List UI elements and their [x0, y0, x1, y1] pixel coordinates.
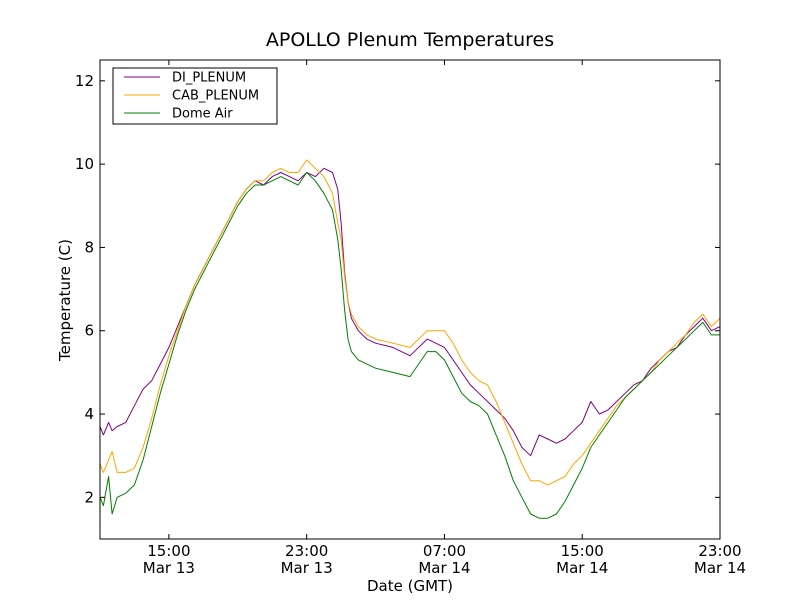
- y-tick-label: 8: [84, 238, 94, 256]
- x-tick-label-time: 23:00: [285, 542, 328, 560]
- y-tick-label: 12: [75, 72, 94, 90]
- legend-box: [112, 67, 278, 125]
- series-line-di-plenum: [99, 167, 721, 457]
- y-axis-label: Temperature (C): [56, 239, 74, 362]
- plot-frame: [99, 59, 721, 540]
- series-line-dome-air: [99, 172, 720, 519]
- y-tick-label: 4: [84, 405, 94, 423]
- x-tick-label-date: Mar 13: [281, 559, 333, 577]
- x-tick-label-time: 07:00: [423, 542, 466, 560]
- x-axis-label: Date (GMT): [367, 577, 453, 595]
- legend: DI_PLENUM CAB_PLENUM Dome Air: [112, 67, 278, 125]
- legend-label: Dome Air: [172, 107, 233, 122]
- x-tick-label-time: 15:00: [147, 542, 190, 560]
- chart-title: APOLLO Plenum Temperatures: [266, 29, 554, 51]
- x-tick-label-date: Mar 14: [556, 559, 608, 577]
- y-tick-label: 6: [84, 322, 94, 340]
- legend-label: DI_PLENUM: [172, 71, 246, 86]
- x-tick-label-time: 23:00: [698, 542, 741, 560]
- series-layer: [99, 159, 721, 519]
- x-tick-label-time: 15:00: [561, 542, 604, 560]
- series-line-cab-plenum: [99, 159, 721, 486]
- y-tick-label: 2: [84, 488, 94, 506]
- x-tick-label-date: Mar 13: [143, 559, 195, 577]
- x-tick-label-date: Mar 14: [694, 559, 746, 577]
- legend-label: CAB_PLENUM: [172, 89, 259, 104]
- x-tick-label-date: Mar 14: [418, 559, 470, 577]
- y-tick-label: 10: [75, 155, 94, 173]
